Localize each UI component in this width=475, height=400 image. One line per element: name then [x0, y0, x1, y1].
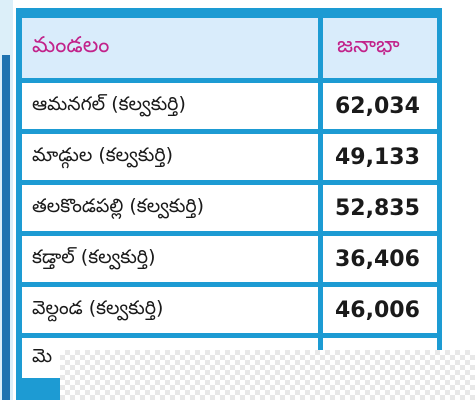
table-row: వెల్దండ (కల్వకుర్తి) 46,006: [22, 287, 437, 333]
population-cell: 46,006: [323, 287, 437, 333]
population-table: మండలం జనాభా ఆమనగల్ (కల్వకుర్తి) 62,034 మ…: [22, 13, 437, 383]
header-mandal: మండలం: [22, 18, 323, 78]
mandal-cell: మాడ్గుల (కల్వకుర్తి): [22, 134, 323, 180]
population-cell: 49,133: [323, 134, 437, 180]
table-row: మాడ్గుల (కల్వకుర్తి) 49,133: [22, 134, 437, 180]
mandal-cell: తలకొండపల్లి (కల్వకుర్తి): [22, 185, 323, 231]
table-row: కడ్తాల్ (కల్వకుర్తి) 36,406: [22, 236, 437, 282]
table-header-row: మండలం జనాభా: [22, 18, 437, 78]
mandal-cell: ఆమనగల్ (కల్వకుర్తి): [22, 83, 323, 129]
population-cell: 62,034: [323, 83, 437, 129]
header-population: జనాభా: [323, 18, 437, 78]
mandal-cell: వెల్దండ (కల్వకుర్తి): [22, 287, 323, 333]
mandal-cell: కడ్తాల్ (కల్వకుర్తి): [22, 236, 323, 282]
table-row: తలకొండపల్లి (కల్వకుర్తి) 52,835: [22, 185, 437, 231]
population-cell: 36,406: [323, 236, 437, 282]
table-row: ఆమనగల్ (కల్వకుర్తి) 62,034: [22, 83, 437, 129]
left-accent-bar: [2, 55, 10, 400]
population-cell: 52,835: [323, 185, 437, 231]
transparency-overlay: [60, 350, 475, 400]
